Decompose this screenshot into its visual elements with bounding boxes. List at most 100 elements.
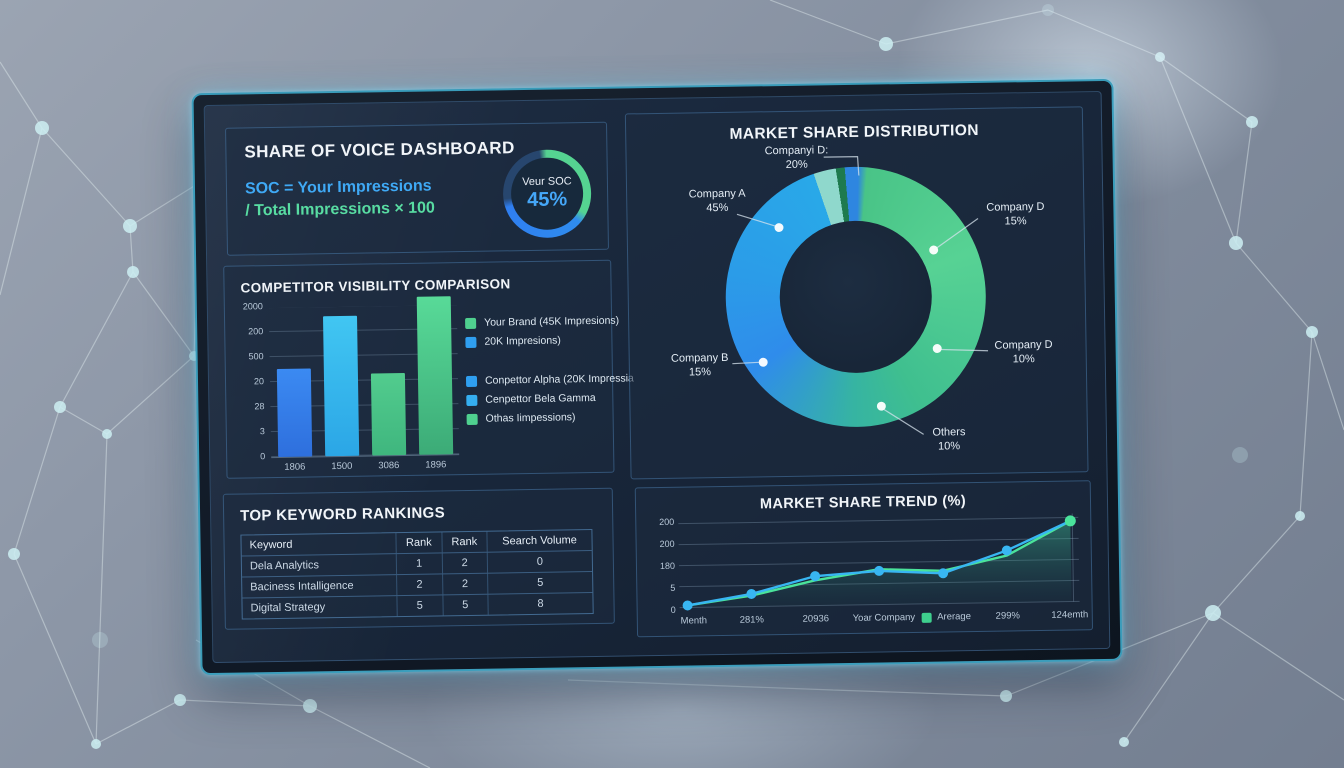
column-header: Rank bbox=[440, 531, 487, 553]
donut-callout: Company D 10% bbox=[994, 338, 1053, 368]
callout-name: Companyi D: bbox=[764, 144, 829, 158]
bar-series-2 bbox=[322, 315, 359, 457]
donut-hole bbox=[778, 219, 933, 375]
dashboard-screen: SHARE OF VOICE DASHBOARD SOC = Your Impr… bbox=[203, 90, 1111, 664]
callout-name: Others bbox=[932, 426, 966, 439]
donut-callout: Others 10% bbox=[932, 425, 965, 454]
monitor-frame: SHARE OF VOICE DASHBOARD SOC = Your Impr… bbox=[191, 78, 1123, 676]
column-header: Rank bbox=[395, 532, 442, 554]
keyword-cell: Dela Analytics bbox=[249, 559, 320, 573]
rank-cell: 2 bbox=[441, 573, 488, 595]
y-tick: 0 bbox=[670, 604, 676, 615]
y-tick: 0 bbox=[260, 451, 266, 462]
bar-chart-x-axis: 1806 1500 3086 1896 bbox=[271, 459, 459, 473]
rank-cell: 5 bbox=[396, 595, 443, 617]
callout-value: 20% bbox=[785, 158, 808, 172]
legend-item: Othas Iimpessions) bbox=[466, 410, 635, 425]
x-tick: 299% bbox=[995, 610, 1021, 622]
callout-value: 15% bbox=[688, 366, 712, 379]
legend-swatch bbox=[466, 413, 478, 425]
x-tick: 1500 bbox=[331, 460, 353, 473]
legend-label: Othas Iimpessions) bbox=[485, 411, 576, 425]
callout-name: Company B bbox=[670, 351, 729, 365]
competitor-panel-title: COMPETITOR VISIBILITY COMPARISON bbox=[240, 276, 511, 296]
legend-item: Your Brand (45K Impresions) bbox=[465, 314, 633, 329]
y-tick: 5 bbox=[670, 582, 676, 593]
soc-gauge-center: Veur SOC 45% bbox=[510, 157, 584, 231]
competitor-visibility-panel: COMPETITOR VISIBILITY COMPARISON 2000 20… bbox=[223, 259, 634, 479]
y-tick: 2000 bbox=[242, 301, 263, 312]
bar-chart-legend: Your Brand (45K Impresions) 20K Impresio… bbox=[465, 314, 635, 432]
x-tick: 3086 bbox=[378, 460, 400, 472]
legend-item: Cenpettor Bela Gamma bbox=[466, 391, 634, 406]
callout-value: 10% bbox=[1012, 353, 1035, 366]
legend-item: Conpettor Alpha (20K Impressia bbox=[465, 372, 634, 387]
callout-name: Company D bbox=[994, 338, 1053, 352]
x-tick: 20936 bbox=[802, 613, 830, 625]
market-trend-panel: MARKET SHARE TREND (%) 200 200 180 5 0 bbox=[634, 480, 1094, 638]
column-header: Search Volume bbox=[486, 530, 592, 552]
legend-label: Conpettor Alpha (20K Impressia bbox=[484, 372, 634, 387]
x-tick: 1806 bbox=[284, 461, 306, 473]
legend-label: Your Brand (45K Impresions) bbox=[484, 314, 620, 329]
legend-swatch bbox=[465, 336, 477, 348]
share-of-voice-panel: SHARE OF VOICE DASHBOARD SOC = Your Impr… bbox=[225, 121, 609, 256]
legend-swatch bbox=[466, 394, 478, 406]
volume-cell: 0 bbox=[486, 551, 593, 573]
trend-line-chart bbox=[678, 513, 1080, 611]
y-tick: 200 bbox=[659, 538, 675, 549]
callout-name: Company A bbox=[688, 187, 746, 201]
volume-cell: 5 bbox=[487, 572, 593, 594]
market-share-panel: MARKET SHARE DISTRIBUTION bbox=[624, 106, 1089, 480]
x-tick: Menth bbox=[680, 615, 708, 627]
rank-cell: 5 bbox=[441, 594, 488, 616]
y-tick: 200 bbox=[248, 326, 264, 337]
keyword-cell: Baciness Intalligence bbox=[250, 579, 354, 594]
bar-chart-plot bbox=[268, 296, 460, 459]
bar-chart-y-axis: 2000 200 500 20 28 3 0 bbox=[231, 301, 266, 462]
soc-gauge-value: 45% bbox=[527, 188, 568, 212]
legend-label: Cenpettor Bela Gamma bbox=[485, 391, 596, 406]
trend-legend-label: Arerage bbox=[937, 611, 972, 623]
keyword-table: Keyword Rank Rank Search Volume Dela Ana… bbox=[240, 529, 594, 620]
trend-y-axis: 200 200 180 5 0 bbox=[644, 516, 676, 615]
keyword-cell: Digital Strategy bbox=[250, 601, 326, 615]
rank-cell: 1 bbox=[395, 553, 442, 575]
soc-gauge-label: Veur SOC bbox=[522, 175, 572, 189]
trend-x-axis: Menth 281% 20936 Yoar Company Arerage 29… bbox=[680, 609, 1089, 631]
bar-series-3 bbox=[370, 373, 406, 456]
legend-swatch bbox=[465, 317, 477, 329]
callout-value: 10% bbox=[938, 440, 961, 453]
trend-legend-pre: Yoar Company bbox=[852, 611, 916, 624]
donut-callout: Company A 45% bbox=[689, 187, 746, 216]
y-tick: 180 bbox=[659, 560, 676, 571]
trend-legend: Yoar Company Arerage bbox=[853, 611, 971, 624]
donut-callout: Company B 15% bbox=[671, 351, 729, 380]
donut-callout: Company D 15% bbox=[986, 200, 1045, 230]
keyword-rankings-panel: TOP KEYWORD RANKINGS Keyword Rank Rank S… bbox=[222, 487, 615, 630]
bar-series-1 bbox=[276, 368, 312, 457]
legend-swatch bbox=[465, 375, 478, 387]
callout-value: 15% bbox=[1004, 215, 1027, 228]
y-tick: 200 bbox=[659, 516, 675, 527]
donut-chart bbox=[723, 164, 988, 429]
rank-cell: 2 bbox=[396, 574, 442, 596]
trend-panel-title: MARKET SHARE TREND (%) bbox=[759, 493, 967, 513]
soc-gauge-ring: Veur SOC 45% bbox=[502, 149, 592, 239]
y-tick: 28 bbox=[254, 401, 265, 412]
rank-cell: 2 bbox=[441, 552, 488, 574]
legend-label: 20K Impresions) bbox=[484, 334, 561, 348]
y-tick: 500 bbox=[248, 351, 264, 362]
legend-swatch bbox=[921, 612, 932, 623]
callout-value: 45% bbox=[706, 202, 729, 215]
legend-item: 20K Impresions) bbox=[465, 333, 633, 348]
bar-series-4 bbox=[416, 296, 453, 455]
market-panel-title: MARKET SHARE DISTRIBUTION bbox=[729, 121, 979, 143]
keyword-panel-title: TOP KEYWORD RANKINGS bbox=[239, 504, 446, 525]
y-tick: 3 bbox=[259, 426, 265, 437]
volume-cell: 8 bbox=[487, 593, 593, 615]
column-header: Keyword bbox=[249, 538, 293, 552]
x-tick: 281% bbox=[739, 614, 765, 626]
x-tick: 124emth bbox=[1051, 609, 1089, 621]
donut-callout: Companyi D: 20% bbox=[765, 143, 829, 173]
